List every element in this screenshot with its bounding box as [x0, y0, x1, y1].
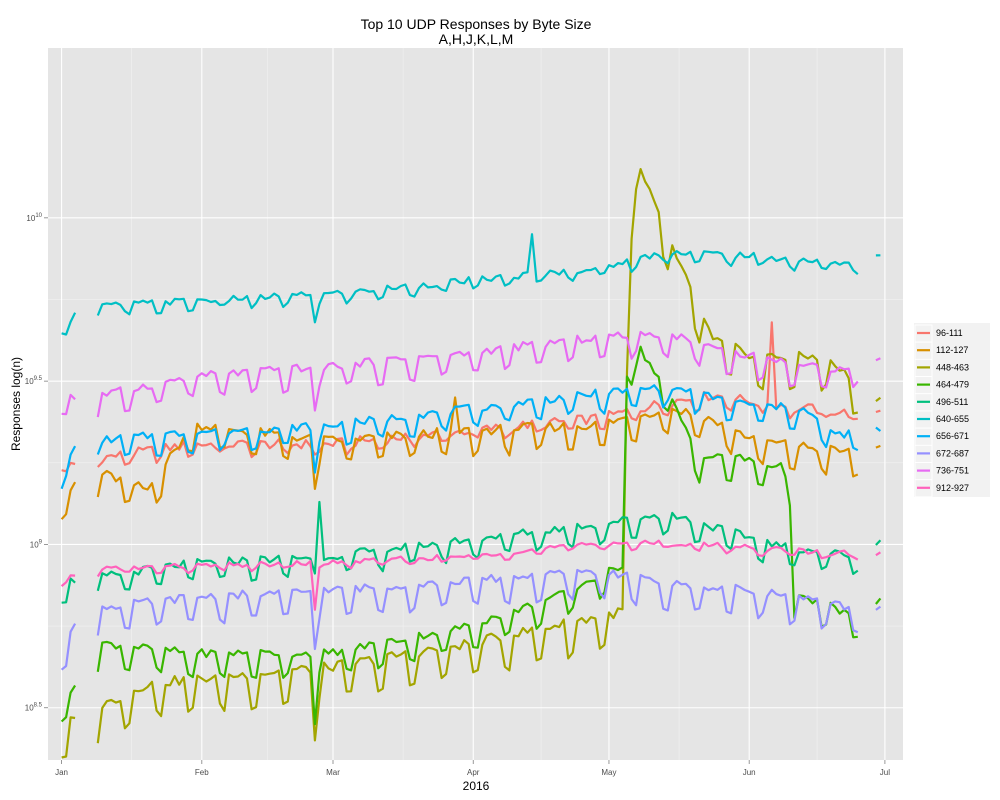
y-tick-label: 109.5: [25, 376, 43, 386]
series-line-496-511: [875, 539, 882, 546]
legend-label: 672-687: [936, 448, 969, 458]
series-line-672-687: [96, 568, 859, 651]
x-tick-label: May: [601, 768, 616, 777]
x-axis-title: 2016: [463, 779, 490, 793]
y-tick-label: 108.5: [25, 703, 43, 713]
series-line-736-751: [96, 330, 859, 418]
legend-label: 448-463: [936, 362, 969, 372]
series-line-496-511: [61, 577, 76, 604]
series-line-656-671: [875, 426, 882, 432]
x-tick-label: Jun: [743, 768, 756, 777]
series-line-672-687: [875, 605, 882, 611]
series-line-448-463: [96, 168, 859, 744]
legend-label: 656-671: [936, 431, 969, 441]
legend-label: 112-127: [936, 345, 968, 355]
legend-label: 912-927: [936, 483, 969, 493]
legend-label: 640-655: [936, 414, 969, 424]
x-axis: Jan Feb Mar Apr May Jun Jul: [55, 760, 890, 777]
series-line-912-927: [96, 539, 859, 611]
legend: 96-111 112-127 448-463 464-479 496-511 640-65…: [914, 323, 990, 498]
legend-label: 464-479: [936, 380, 969, 390]
x-tick-label: Jul: [880, 768, 890, 777]
series-line-640-655: [61, 312, 77, 336]
series-line-736-751: [875, 357, 881, 362]
series-line-112-127: [875, 444, 881, 449]
series-line-656-671: [60, 445, 77, 490]
series-line-672-687: [60, 623, 77, 671]
series-line-96-111: [97, 321, 858, 468]
series-line-736-751: [61, 393, 76, 416]
y-tick-label: 1010: [26, 213, 42, 223]
series-line-464-479: [96, 345, 858, 726]
chart-subtitle: A,H,J,K,L,M: [439, 31, 514, 47]
series-line-112-127: [96, 396, 859, 504]
legend-label: 496-511: [936, 397, 968, 407]
series-line-448-463: [61, 716, 76, 759]
grid-minor: [48, 48, 903, 760]
plot-panel: [48, 48, 903, 760]
x-tick-label: Jan: [55, 768, 68, 777]
series-line-96-111: [875, 409, 881, 414]
x-tick-label: Feb: [195, 768, 209, 777]
series-line-112-127: [60, 481, 77, 520]
x-tick-label: Apr: [467, 768, 480, 777]
series-line-464-479: [875, 597, 882, 605]
series-line-912-927: [875, 551, 881, 557]
chart-title: Top 10 UDP Responses by Byte Size: [361, 16, 592, 32]
series-lines: [60, 168, 882, 759]
legend-label: 736-751: [936, 466, 969, 476]
series-line-656-671: [96, 384, 859, 474]
y-axis: 108.5 109 109.5 1010: [25, 213, 48, 713]
x-tick-label: Mar: [326, 768, 340, 777]
y-axis-title: Responses log(n): [9, 357, 23, 451]
legend-label: 96-111: [936, 328, 963, 338]
series-line-640-655: [96, 233, 859, 324]
y-tick-label: 109: [30, 539, 43, 549]
grid-major: [48, 48, 903, 760]
series-line-912-927: [60, 574, 76, 587]
series-line-464-479: [60, 684, 77, 723]
series-line-448-463: [875, 396, 882, 402]
